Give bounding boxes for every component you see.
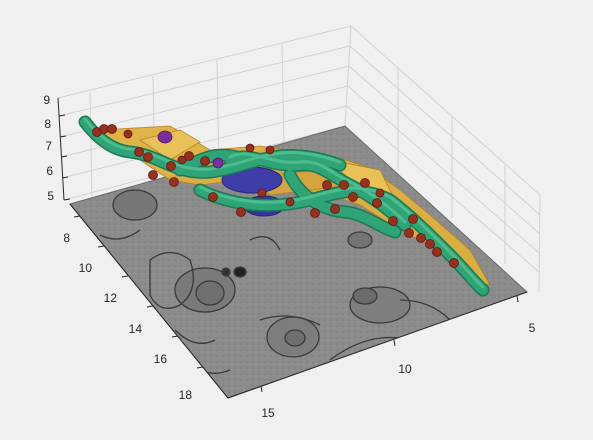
y-tick-label: 14: [129, 322, 143, 336]
back-wall-right: [344, 25, 541, 293]
z-tick-label: 7: [45, 139, 52, 153]
x-tick-label: 10: [398, 362, 412, 376]
axis-lines: [57, 97, 528, 399]
x-tick-label: 15: [261, 406, 275, 420]
y-tick-label: 10: [79, 261, 93, 275]
purple-organelles: [157, 130, 224, 169]
z-tick-label: 9: [43, 93, 50, 107]
x-tick-label: 5: [529, 321, 536, 335]
x-axis-tick-labels: 5 10 15: [261, 321, 535, 420]
z-tick-label: 8: [44, 117, 51, 131]
y-tick-label: 18: [179, 388, 193, 402]
y-tick-label: 16: [154, 352, 168, 366]
z-axis-tick-labels: 9 8 7 6 5: [43, 93, 54, 203]
em-section-floor: [69, 125, 528, 399]
y-axis-tick-labels: 8 10 12 14 16 18: [63, 231, 192, 402]
z-tick-label: 6: [46, 164, 53, 178]
y-tick-label: 8: [63, 231, 70, 245]
y-tick-label: 12: [104, 291, 118, 305]
vesicles: [92, 124, 459, 268]
tick-marks: [58, 114, 519, 393]
z-tick-label: 5: [47, 189, 54, 203]
